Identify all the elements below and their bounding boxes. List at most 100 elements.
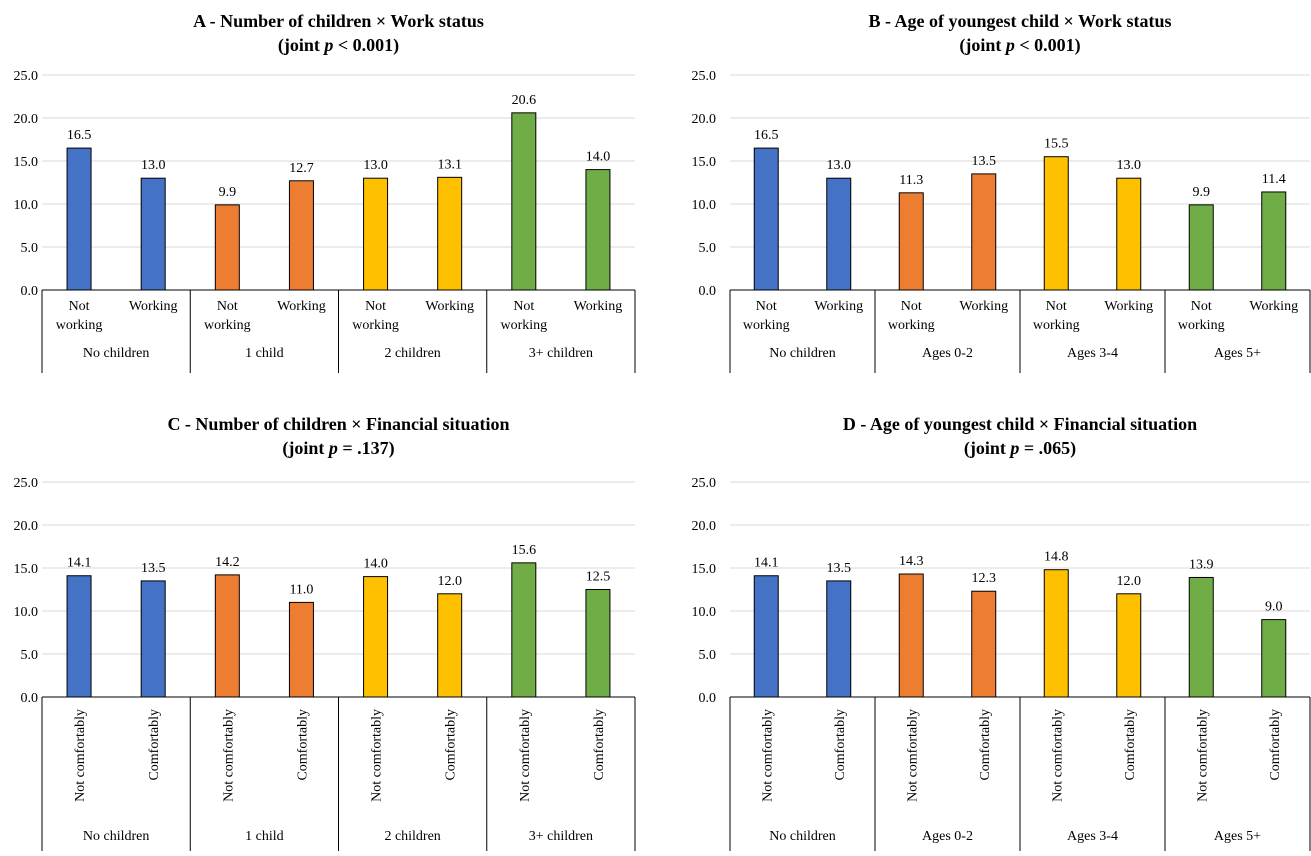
y-tick-label: 25.0 bbox=[14, 476, 39, 491]
x-tick-label: Working bbox=[1249, 299, 1298, 314]
x-tick-label: Comfortably bbox=[444, 709, 459, 781]
subtitle-p-symbol: p bbox=[327, 438, 338, 458]
subtitle-suffix: < 0.001) bbox=[333, 35, 399, 56]
x-tick-label: Working bbox=[1104, 299, 1153, 314]
group-label: No children bbox=[769, 829, 835, 844]
bar bbox=[437, 593, 463, 698]
bar bbox=[288, 601, 314, 698]
subtitle-prefix: (joint bbox=[959, 35, 1006, 56]
y-tick-label: 20.0 bbox=[692, 519, 717, 534]
y-tick-label: 15.0 bbox=[692, 155, 717, 170]
x-tick-label: Comfortably bbox=[1123, 709, 1138, 781]
x-tick-label: Working bbox=[129, 299, 178, 314]
chart-subtitle: (joint p < 0.001) bbox=[278, 35, 399, 56]
x-tick-label-line: working bbox=[888, 318, 935, 333]
bar-value-label: 16.5 bbox=[754, 128, 779, 143]
x-tick-label: Working bbox=[814, 299, 863, 314]
x-tick-label-line: Not bbox=[513, 299, 534, 314]
bar-value-label: 11.3 bbox=[899, 173, 923, 188]
x-tick-label: Not comfortably bbox=[518, 709, 533, 802]
y-tick-label: 20.0 bbox=[14, 112, 39, 127]
bar-value-label: 13.0 bbox=[141, 158, 166, 173]
bar-value-label: 9.9 bbox=[1193, 185, 1211, 200]
x-tick-label-line: working bbox=[352, 318, 399, 333]
bar-value-label: 15.5 bbox=[1044, 137, 1069, 152]
chart-title: C - Number of children × Financial situa… bbox=[167, 414, 509, 434]
x-tick-label: Comfortably bbox=[592, 709, 607, 781]
y-tick-label: 5.0 bbox=[21, 648, 39, 663]
x-tick-label: Comfortably bbox=[1268, 709, 1283, 781]
bar-value-label: 9.0 bbox=[1265, 600, 1283, 615]
bar bbox=[826, 177, 852, 291]
x-tick-label: Not comfortably bbox=[1050, 709, 1065, 802]
bar bbox=[214, 204, 240, 291]
bar-value-label: 14.2 bbox=[215, 555, 240, 570]
group-label: Ages 3-4 bbox=[1067, 346, 1118, 361]
bar-value-label: 14.3 bbox=[899, 554, 924, 569]
subtitle-p-symbol: p bbox=[322, 35, 333, 55]
chart-panel-c: C - Number of children × Financial situa… bbox=[14, 414, 636, 851]
chart-subtitle: (joint p = .137) bbox=[282, 438, 394, 459]
y-tick-label: 0.0 bbox=[699, 284, 717, 299]
y-tick-label: 5.0 bbox=[21, 241, 39, 256]
bar bbox=[1043, 569, 1069, 698]
x-tick-label-line: working bbox=[56, 318, 103, 333]
group-label: No children bbox=[83, 829, 149, 844]
subtitle-p-symbol: p bbox=[1004, 35, 1015, 55]
bar bbox=[971, 590, 997, 698]
x-tick-label-line: Not bbox=[365, 299, 386, 314]
x-tick-label-line: working bbox=[1033, 318, 1080, 333]
bar bbox=[511, 562, 537, 698]
x-tick-label: Not comfortably bbox=[221, 709, 236, 802]
bar-value-label: 13.5 bbox=[972, 154, 997, 169]
y-tick-label: 10.0 bbox=[692, 198, 717, 213]
bar bbox=[1188, 204, 1214, 291]
chart-title: D - Age of youngest child × Financial si… bbox=[843, 414, 1197, 434]
x-tick-label: Comfortably bbox=[833, 709, 848, 781]
subtitle-p-symbol: p bbox=[1008, 438, 1019, 458]
x-tick-label: Comfortably bbox=[295, 709, 310, 781]
y-tick-label: 0.0 bbox=[699, 691, 717, 706]
x-tick-label-line: working bbox=[743, 318, 790, 333]
group-label: No children bbox=[769, 346, 835, 361]
bar bbox=[1261, 619, 1287, 698]
bar bbox=[753, 575, 779, 698]
y-tick-label: 0.0 bbox=[21, 284, 39, 299]
subtitle-prefix: (joint bbox=[282, 438, 329, 459]
bar-value-label: 9.9 bbox=[219, 185, 237, 200]
x-tick-label: Comfortably bbox=[978, 709, 993, 781]
x-tick-label: Not comfortably bbox=[73, 709, 88, 802]
y-tick-label: 15.0 bbox=[14, 562, 39, 577]
bar-value-label: 20.6 bbox=[512, 93, 537, 108]
y-tick-label: 25.0 bbox=[692, 476, 717, 491]
bar-value-label: 13.5 bbox=[141, 561, 166, 576]
bar bbox=[585, 589, 611, 698]
y-tick-label: 15.0 bbox=[692, 562, 717, 577]
bar bbox=[1116, 593, 1142, 698]
group-label: 2 children bbox=[384, 829, 440, 844]
subtitle-suffix: = .137) bbox=[338, 438, 395, 459]
x-tick-label: Working bbox=[574, 299, 623, 314]
x-tick-label-line: Not bbox=[756, 299, 777, 314]
bar bbox=[753, 147, 779, 291]
x-tick-label-line: Not bbox=[69, 299, 90, 314]
bar-value-label: 16.5 bbox=[67, 128, 92, 143]
bar bbox=[437, 176, 463, 291]
bar bbox=[214, 574, 240, 698]
bar-value-label: 13.0 bbox=[827, 158, 852, 173]
bar bbox=[66, 147, 92, 291]
bar-value-label: 14.1 bbox=[754, 556, 779, 571]
subtitle-prefix: (joint bbox=[964, 438, 1011, 459]
y-tick-label: 20.0 bbox=[14, 519, 39, 534]
x-tick-label: Not comfortably bbox=[370, 709, 385, 802]
bar bbox=[511, 112, 537, 291]
group-label: No children bbox=[83, 346, 149, 361]
group-label: Ages 0-2 bbox=[922, 829, 973, 844]
bar-value-label: 13.5 bbox=[827, 561, 852, 576]
group-label: 2 children bbox=[384, 346, 440, 361]
bar-value-label: 14.0 bbox=[363, 557, 388, 572]
bar-value-label: 11.0 bbox=[289, 582, 313, 597]
y-tick-label: 5.0 bbox=[699, 648, 717, 663]
x-tick-label: Not comfortably bbox=[1195, 709, 1210, 802]
